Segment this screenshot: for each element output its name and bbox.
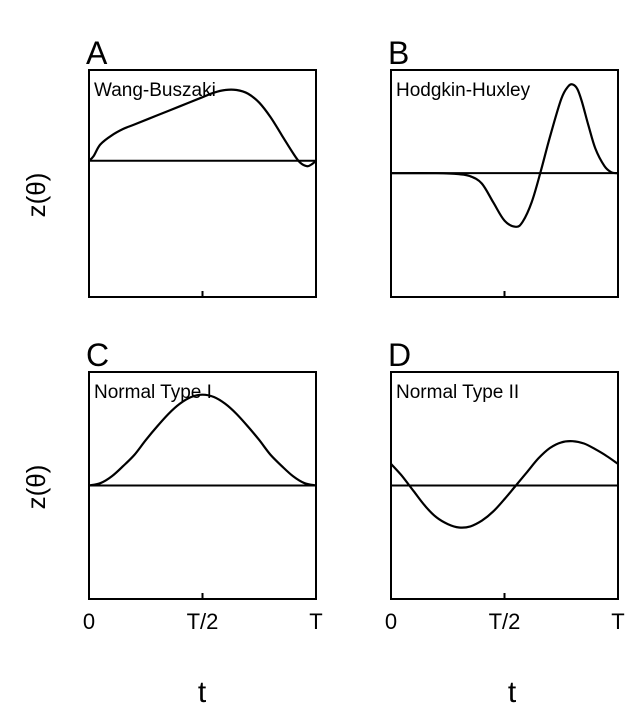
series-line xyxy=(390,83,619,228)
series-line xyxy=(88,393,317,487)
series-line xyxy=(88,88,317,168)
ylabel-top: z(θ) xyxy=(21,173,51,218)
panel-d: 0 T/2 T D Normal Type II xyxy=(385,337,625,634)
series-line xyxy=(390,440,619,529)
xlabel-left: t xyxy=(198,676,207,709)
panel-letter: D xyxy=(388,337,411,373)
ylabel-bottom: z(θ) xyxy=(21,465,51,510)
x-tick-label: T xyxy=(309,609,322,634)
panel-letter: A xyxy=(86,35,108,71)
plot-frame xyxy=(88,69,317,298)
x-tick-label: T/2 xyxy=(187,609,219,634)
x-tick-label: T/2 xyxy=(489,609,521,634)
panel-title: Normal Type II xyxy=(396,382,519,403)
panel-letter: C xyxy=(86,337,109,373)
x-tick-label: 0 xyxy=(385,609,397,634)
panel-b: B Hodgkin-Huxley xyxy=(388,35,619,298)
panel-title: Wang-Buszaki xyxy=(94,80,216,101)
xlabel-right: t xyxy=(508,676,517,709)
panel-a: A Wang-Buszaki xyxy=(86,35,317,298)
panel-letter: B xyxy=(388,35,409,71)
panel-c: 0 T/2 T C Normal Type I xyxy=(83,337,323,634)
panel-title: Normal Type I xyxy=(94,382,212,403)
panel-title: Hodgkin-Huxley xyxy=(396,80,531,101)
x-tick-label: T xyxy=(611,609,624,634)
plot-frame xyxy=(390,69,619,298)
x-tick-label: 0 xyxy=(83,609,95,634)
